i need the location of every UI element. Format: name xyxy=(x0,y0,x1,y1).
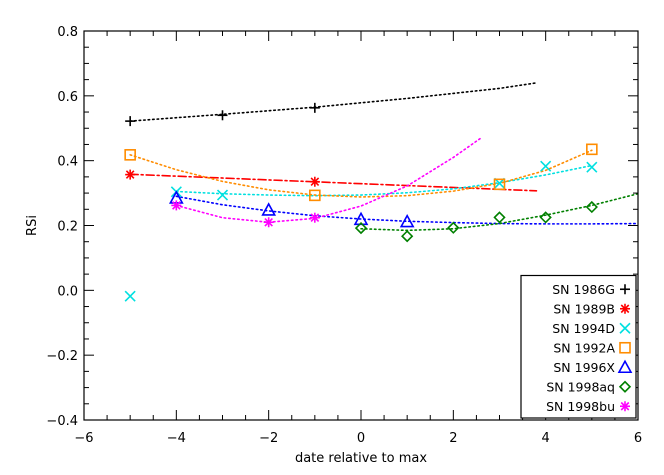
point-sn-1998aq xyxy=(539,211,552,224)
point-sn-1994d xyxy=(540,160,552,172)
x-axis-label: date relative to max xyxy=(295,451,427,466)
legend-marker xyxy=(620,401,630,412)
point-sn-1986g xyxy=(217,110,228,121)
axes: −6 −4 −2 0 2 4 6 −0.4 −0.2 0.0 0.2 0.4 0.6 0.8 xyxy=(46,25,642,446)
point-sn-1994d xyxy=(586,161,598,173)
legend-box xyxy=(520,274,637,419)
y-tick-label: −0.2 xyxy=(46,349,78,364)
point-sn-1996x xyxy=(353,211,369,226)
fit-line-sn-1996x xyxy=(175,195,638,225)
legend-label: SN 1996X xyxy=(553,360,615,375)
y-tick-label: 0.0 xyxy=(57,284,78,299)
point-sn-1996x xyxy=(399,213,415,228)
point-sn-1998bu xyxy=(263,217,274,228)
y-axis-label: RSi xyxy=(25,215,40,236)
point-sn-1992a xyxy=(309,189,321,202)
legend-marker xyxy=(618,380,632,393)
x-tick-label: 4 xyxy=(542,431,550,446)
legend: SN 1986G SN 1989B SN 1994D SN 1992A SN 1996X… xyxy=(520,274,637,419)
x-tick-label: 2 xyxy=(449,431,457,446)
point-sn-1986g xyxy=(125,116,136,127)
point-sn-1986g xyxy=(309,102,320,113)
point-sn-1998aq xyxy=(585,200,598,214)
point-sn-1998aq xyxy=(493,211,506,224)
y-tick-label: 0.8 xyxy=(57,25,78,40)
y-tick-label: −0.4 xyxy=(46,414,78,429)
legend-marker xyxy=(619,322,631,334)
x-tick-label: 6 xyxy=(634,431,642,446)
y-tick-label: 0.2 xyxy=(57,220,78,235)
fit-lines xyxy=(129,82,638,232)
point-sn-1998aq xyxy=(447,221,460,234)
legend-label: SN 1998bu xyxy=(546,399,615,414)
data-markers xyxy=(124,102,598,302)
point-sn-1992a xyxy=(493,178,506,191)
x-tick-label: −6 xyxy=(74,431,93,446)
legend-label: SN 1989B xyxy=(553,301,615,316)
point-sn-1989b xyxy=(125,169,136,180)
point-sn-1998aq xyxy=(401,230,414,243)
legend-marker xyxy=(620,284,630,295)
y-tick-label: 0.6 xyxy=(57,90,78,105)
x-tick-label: 0 xyxy=(357,431,365,446)
point-sn-1998bu xyxy=(171,200,182,211)
fit-line-sn-1998bu xyxy=(175,137,482,224)
point-sn-1998bu xyxy=(309,212,320,223)
point-sn-1998aq xyxy=(354,221,368,235)
y-tick-label: 0.4 xyxy=(57,155,78,170)
legend-label: SN 1994D xyxy=(552,321,615,336)
point-sn-1994d xyxy=(216,189,229,201)
point-sn-1992a xyxy=(124,149,136,161)
point-sn-1996x xyxy=(261,202,277,216)
legend-marker xyxy=(617,359,633,374)
fit-line-sn-1994d xyxy=(175,164,593,197)
legend-marker xyxy=(619,341,631,354)
fit-line-sn-1986g xyxy=(129,82,538,122)
x-tick-label: −2 xyxy=(259,431,278,446)
point-sn-1994d xyxy=(124,290,136,302)
point-sn-1989b xyxy=(309,176,320,187)
point-sn-1992a xyxy=(586,143,598,156)
legend-label: SN 1998aq xyxy=(546,379,615,394)
legend-label: SN 1992A xyxy=(553,340,615,355)
x-tick-label: −4 xyxy=(167,431,186,446)
fit-line-sn-1989b xyxy=(129,173,538,192)
legend-label: SN 1986G xyxy=(552,282,615,297)
fit-line-sn-1992a xyxy=(129,149,593,198)
legend-marker xyxy=(620,303,630,314)
